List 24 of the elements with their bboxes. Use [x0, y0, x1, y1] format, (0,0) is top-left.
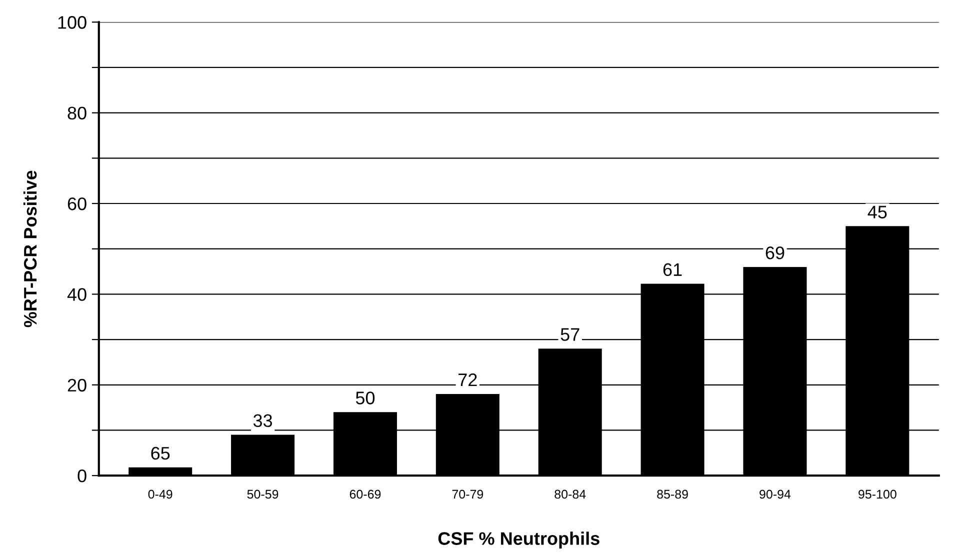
y-tick-label: 0 [78, 470, 86, 482]
x-tick-label: 95-100 [858, 490, 896, 499]
annotation: 57 [560, 328, 580, 341]
y-tick-label: 100 [58, 16, 86, 29]
x-tick-label: 90-94 [760, 490, 791, 499]
x-tick-label: 0-49 [148, 490, 172, 499]
y-tick-label: 80 [68, 106, 86, 120]
x-tick-label: 60-69 [350, 490, 381, 499]
y-axis-title: %RT-PCR Positive [23, 170, 37, 328]
y-tick-label: 20 [68, 378, 86, 392]
x-tick-label: 80-84 [554, 490, 586, 499]
annotation: 65 [151, 446, 170, 460]
annotation: 50 [356, 392, 375, 404]
x-tick-label: 50-59 [247, 490, 278, 499]
annotation: 61 [663, 263, 682, 276]
y-tick-label: 60 [68, 197, 86, 210]
x-tick-label: 70-79 [452, 490, 484, 499]
annotation: 69 [766, 246, 784, 260]
annotation: 33 [253, 414, 272, 428]
x-axis-title: CSF % Neutrophils [438, 532, 600, 549]
x-tick-label: 85-89 [657, 490, 688, 499]
annotation: 72 [458, 373, 477, 386]
annotation: 45 [868, 206, 887, 218]
y-tick-label: 40 [67, 288, 86, 301]
